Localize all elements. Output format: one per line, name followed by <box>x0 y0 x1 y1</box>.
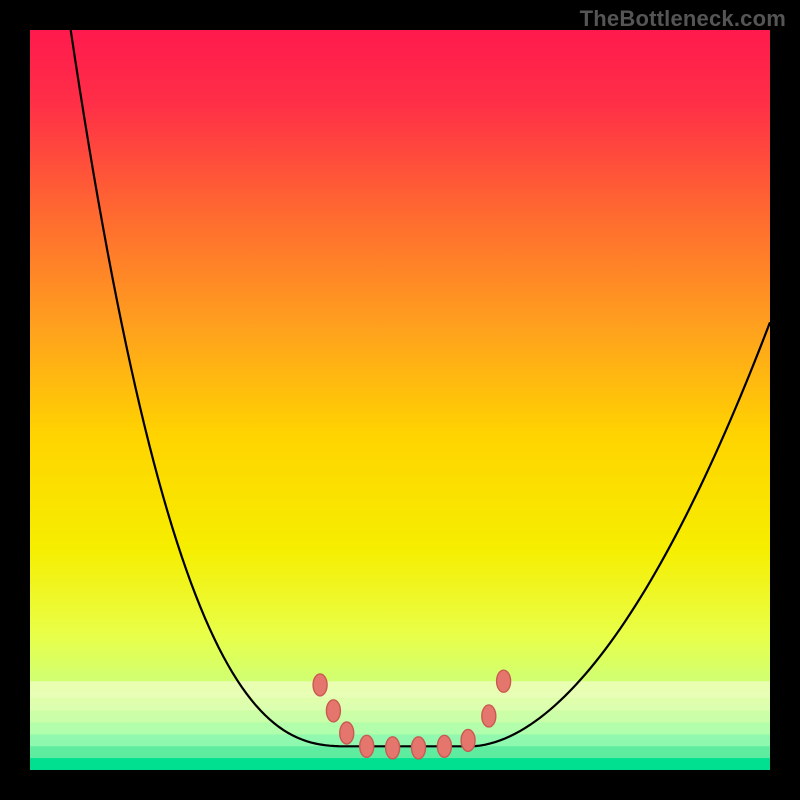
marker-point <box>412 737 426 759</box>
marker-point <box>497 670 511 692</box>
marker-point <box>360 735 374 757</box>
marker-point <box>482 705 496 727</box>
marker-point <box>340 722 354 744</box>
marker-point <box>326 700 340 722</box>
plot-area <box>30 30 770 770</box>
bottleneck-curve-chart <box>30 30 770 770</box>
marker-point <box>386 737 400 759</box>
watermark-text: TheBottleneck.com <box>580 6 786 32</box>
marker-point <box>461 729 475 751</box>
marker-point <box>437 735 451 757</box>
bottom-bands <box>30 681 770 770</box>
marker-point <box>313 674 327 696</box>
gradient-background <box>30 30 770 770</box>
chart-canvas: TheBottleneck.com <box>0 0 800 800</box>
